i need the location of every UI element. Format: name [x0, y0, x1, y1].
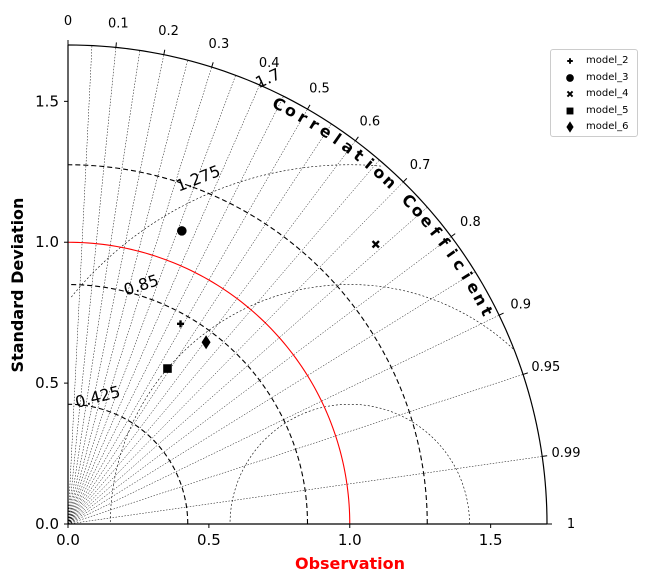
- correlation-tick-label: 0.3: [209, 37, 230, 52]
- correlation-grid-line: [67, 123, 332, 525]
- data-point-model_3: [177, 226, 187, 236]
- legend-marker: [566, 90, 574, 98]
- correlation-grid-line: [67, 109, 308, 525]
- y-tick-label: 0.5: [35, 374, 59, 392]
- legend-item-model_3: model_3: [551, 70, 637, 86]
- correlation-tick-label: 0.7: [410, 158, 431, 173]
- correlation-title-letter: f: [434, 234, 454, 252]
- legend-marker: [566, 121, 574, 133]
- correlation-grid-line: [67, 159, 380, 525]
- x-axis-title: Observation: [295, 554, 405, 573]
- legend-label: model_5: [586, 104, 629, 116]
- std-contour-label: 0.85: [121, 270, 161, 299]
- correlation-tick: [354, 136, 359, 142]
- correlation-tick-label: 0.1: [108, 17, 129, 32]
- y-axis-title: Standard Deviation: [8, 198, 27, 373]
- rms-contour: [70, 164, 382, 299]
- correlation-grid-line: [67, 60, 188, 525]
- legend-marker-shape: [567, 58, 573, 64]
- correlation-tick-label: 0.4: [259, 56, 280, 71]
- correlation-grid-line: [67, 206, 428, 525]
- data-point-model_4: [371, 240, 380, 249]
- correlation-grid-line: [67, 75, 236, 525]
- std-contour: [67, 403, 189, 525]
- correlation-tick-label: 0.6: [359, 115, 380, 130]
- correlation-grid-line: [67, 456, 543, 525]
- legend-marker-shape: [566, 90, 574, 98]
- x-tick-label: 1.5: [479, 531, 503, 549]
- max-std-arc: [67, 44, 548, 525]
- correlation-grid-line: [67, 54, 165, 525]
- data-point-model_5: [163, 364, 172, 373]
- legend-marker: [566, 107, 574, 114]
- marker-layer: [163, 226, 380, 373]
- correlation-tick: [115, 42, 117, 48]
- correlation-tick-label: 1: [567, 517, 575, 532]
- legend-marker: [566, 73, 574, 82]
- correlation-grid-line: [67, 140, 356, 525]
- correlation-tick-label: 0.8: [460, 215, 481, 230]
- correlation-tick-label: 0.5: [309, 81, 330, 96]
- correlation-grid-line: [67, 314, 500, 525]
- legend-label: model_4: [586, 88, 629, 99]
- std-contour-label: 0.425: [73, 382, 122, 412]
- correlation-tick-label: 0: [64, 14, 72, 29]
- legend-item-model_5: model_5: [551, 103, 637, 119]
- correlation-tick: [498, 312, 504, 316]
- legend-marker-shape: [566, 121, 574, 133]
- legend-label: model_6: [586, 121, 629, 132]
- y-tick-label: 1.5: [35, 92, 59, 110]
- legend-marker-shape: [566, 107, 574, 114]
- legend-label: model_3: [586, 71, 629, 83]
- legend-marker: [567, 58, 573, 64]
- correlation-tick-label: 0.9: [510, 298, 531, 313]
- correlation-grid-line: [67, 271, 476, 525]
- correlation-grid-line: [67, 236, 452, 525]
- correlation-tick: [163, 49, 166, 55]
- legend-item-model_2: model_2: [551, 53, 637, 69]
- legend-item-model_4: model_4: [551, 86, 637, 102]
- correlation-grid-line: [67, 50, 141, 525]
- axis-layer: [67, 45, 547, 525]
- correlation-tick-label: 0.2: [158, 24, 179, 39]
- correlation-tick: [522, 372, 528, 375]
- data-point-model_2: [177, 320, 185, 328]
- correlation-grid-line: [67, 96, 284, 525]
- correlation-grid-line: [67, 181, 404, 525]
- correlation-tick-label: 0.99: [552, 446, 581, 461]
- data-point-model_6: [201, 335, 211, 350]
- correlation-tick-label: 0.95: [531, 360, 560, 375]
- std-contour: [67, 164, 428, 525]
- correlation-title-letter: c: [449, 255, 470, 273]
- correlation-tick: [542, 455, 548, 457]
- correlation-grid-line: [67, 45, 93, 525]
- y-tick-label: 1.0: [35, 233, 59, 251]
- correlation-tick: [402, 178, 408, 183]
- legend: model_2 model_3 model_4 model_5 model_6: [550, 49, 638, 137]
- legend-marker-shape: [566, 73, 574, 82]
- x-tick-label: 0.5: [197, 531, 221, 549]
- correlation-tick: [259, 80, 263, 86]
- std-contour: [67, 283, 309, 525]
- legend-item-model_6: model_6: [551, 119, 637, 135]
- rms-contour: [109, 284, 514, 525]
- reference-std-arc: [67, 241, 351, 525]
- correlation-grid-line: [67, 374, 524, 525]
- correlation-tick: [307, 104, 311, 110]
- correlation-grid-line: [67, 84, 260, 525]
- y-tick-label: 0.0: [35, 515, 59, 533]
- legend-label: model_2: [586, 55, 629, 66]
- correlation-tick: [211, 62, 214, 68]
- std-contour-label: 1.275: [173, 161, 223, 195]
- correlation-tick: [450, 233, 456, 238]
- correlation-grid-line: [67, 47, 117, 525]
- rms-contour: [229, 403, 470, 525]
- x-tick-label: 1.0: [338, 531, 362, 549]
- x-tick-label: 0.0: [56, 531, 80, 549]
- correlation-grid-line: [67, 66, 212, 525]
- ticks-layer: 0.00.0 0.5 0.5 1.0 1.0 1.5 1.5 0 0.1 0.2 0.3 0.4 0.5…: [35, 14, 580, 549]
